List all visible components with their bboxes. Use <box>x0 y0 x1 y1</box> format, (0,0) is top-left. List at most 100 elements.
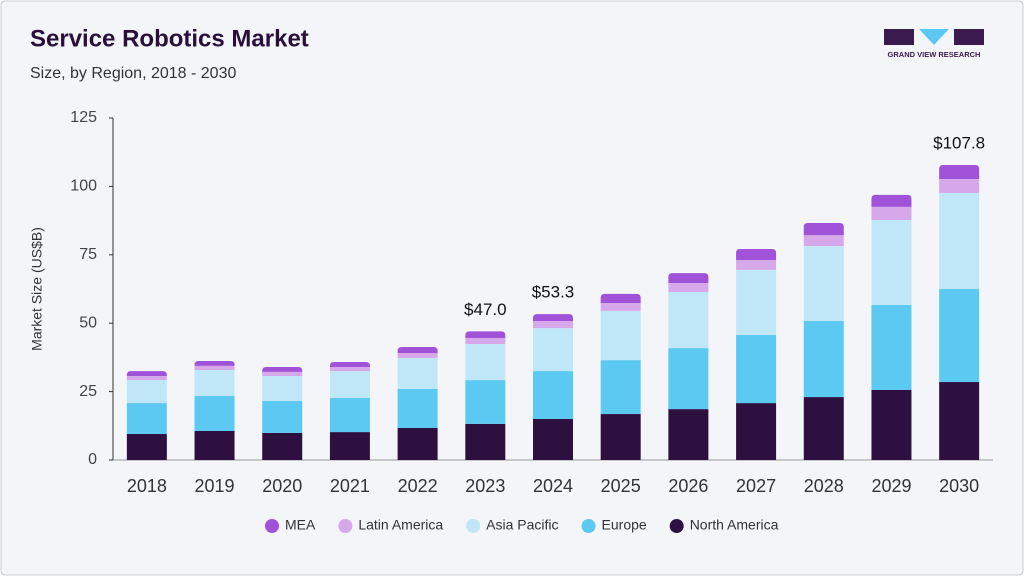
legend-swatch <box>669 519 684 533</box>
y-tick-label: 0 <box>88 451 97 468</box>
bar-segment <box>600 360 641 415</box>
bar-segment <box>871 206 912 221</box>
bar-segment <box>668 348 709 410</box>
bar-segment <box>194 395 235 431</box>
bar-segment <box>262 400 303 433</box>
total-label: $53.3 <box>532 283 575 302</box>
bar-segment <box>736 269 777 335</box>
x-tick-label: 2027 <box>736 476 776 496</box>
x-tick-label: 2022 <box>398 476 438 496</box>
logo: GRAND VIEW RESEARCH <box>884 29 984 59</box>
bar-segment <box>262 371 303 377</box>
bar-segment <box>262 376 303 401</box>
bar-segment <box>871 304 912 390</box>
bar-segment <box>126 434 167 460</box>
bar-segment <box>465 331 506 338</box>
logo-block <box>884 29 914 45</box>
bar-segment <box>803 235 844 247</box>
legend-swatch <box>466 519 481 533</box>
bar-segment <box>871 194 912 207</box>
x-tick-label: 2023 <box>465 476 505 496</box>
legend-label: Asia Pacific <box>486 517 558 533</box>
bar-segment <box>397 427 438 460</box>
chart-subtitle: Size, by Region, 2018 - 2030 <box>30 65 236 82</box>
x-tick-label: 2026 <box>668 476 708 496</box>
bar-segment <box>939 289 980 383</box>
y-tick-label: 50 <box>79 314 97 331</box>
total-label: $47.0 <box>464 300 507 319</box>
logo-block <box>954 29 984 45</box>
y-axis-label: Market Size (US$B) <box>29 227 45 351</box>
bar-segment <box>262 432 303 460</box>
bar-segment <box>397 357 438 389</box>
logo-text: GRAND VIEW RESEARCH <box>888 50 981 59</box>
legend-label: North America <box>690 517 779 533</box>
bar-segment <box>533 314 573 322</box>
x-tick-label: 2030 <box>939 476 979 496</box>
bar-segment <box>939 165 980 180</box>
bar-segment <box>736 249 777 260</box>
y-tick-label: 125 <box>70 109 97 126</box>
bar-segment <box>939 192 980 289</box>
bar-segment <box>668 409 709 460</box>
bar-segment <box>600 310 641 361</box>
bar-segment <box>397 388 438 428</box>
bar-segment <box>194 369 235 396</box>
bar-segment <box>668 273 709 283</box>
bar-segment <box>939 179 980 193</box>
bar-segment <box>939 382 980 460</box>
bar-segment <box>533 328 573 372</box>
bar-segment <box>329 366 370 372</box>
bar-segment <box>126 380 167 404</box>
bar-segment <box>126 403 167 435</box>
total-label: $107.8 <box>933 134 985 153</box>
x-tick-label: 2029 <box>871 476 911 496</box>
bar-segment <box>668 292 709 349</box>
bar-segment <box>803 321 844 398</box>
bar-segment <box>397 347 438 354</box>
x-tick-label: 2025 <box>601 476 641 496</box>
bar-segment <box>736 259 777 270</box>
bar-segment <box>194 365 235 370</box>
y-tick-label: 25 <box>79 383 97 400</box>
bar-segment <box>803 397 844 460</box>
bar-segment <box>600 293 641 303</box>
bar-segment <box>533 321 573 329</box>
bar-segment <box>533 418 573 460</box>
bar-segment <box>262 366 303 372</box>
bar-segment <box>668 282 709 293</box>
bar-segment <box>600 414 641 460</box>
bar-segment <box>871 220 912 305</box>
bar-segment <box>397 353 438 358</box>
bar-segment <box>600 302 641 311</box>
bar-segment <box>803 246 844 322</box>
bar-segment <box>871 389 912 460</box>
legend-label: Latin America <box>358 517 443 533</box>
bar-segment <box>803 223 844 236</box>
bar-segment <box>736 403 777 460</box>
bar-segment <box>465 380 506 424</box>
legend-label: MEA <box>285 517 316 533</box>
x-tick-label: 2020 <box>262 476 302 496</box>
bar-segment <box>465 337 506 344</box>
bar-segment <box>126 371 167 377</box>
bar-segment <box>329 362 370 367</box>
y-tick-label: 100 <box>70 178 97 195</box>
bar-segment <box>194 360 235 366</box>
x-tick-label: 2019 <box>195 476 235 496</box>
legend-swatch <box>581 519 596 533</box>
x-tick-label: 2024 <box>533 476 573 496</box>
chart-title: Service Robotics Market <box>30 25 309 52</box>
legend-swatch <box>338 519 353 533</box>
legend-label: Europe <box>602 517 647 533</box>
bar-segment <box>736 334 777 404</box>
y-tick-label: 75 <box>79 246 97 263</box>
bar-segment <box>194 430 235 460</box>
x-tick-label: 2028 <box>804 476 844 496</box>
x-tick-label: 2018 <box>127 476 167 496</box>
bar-segment <box>329 397 370 433</box>
bar-segment <box>465 343 506 381</box>
x-tick-label: 2021 <box>330 476 370 496</box>
